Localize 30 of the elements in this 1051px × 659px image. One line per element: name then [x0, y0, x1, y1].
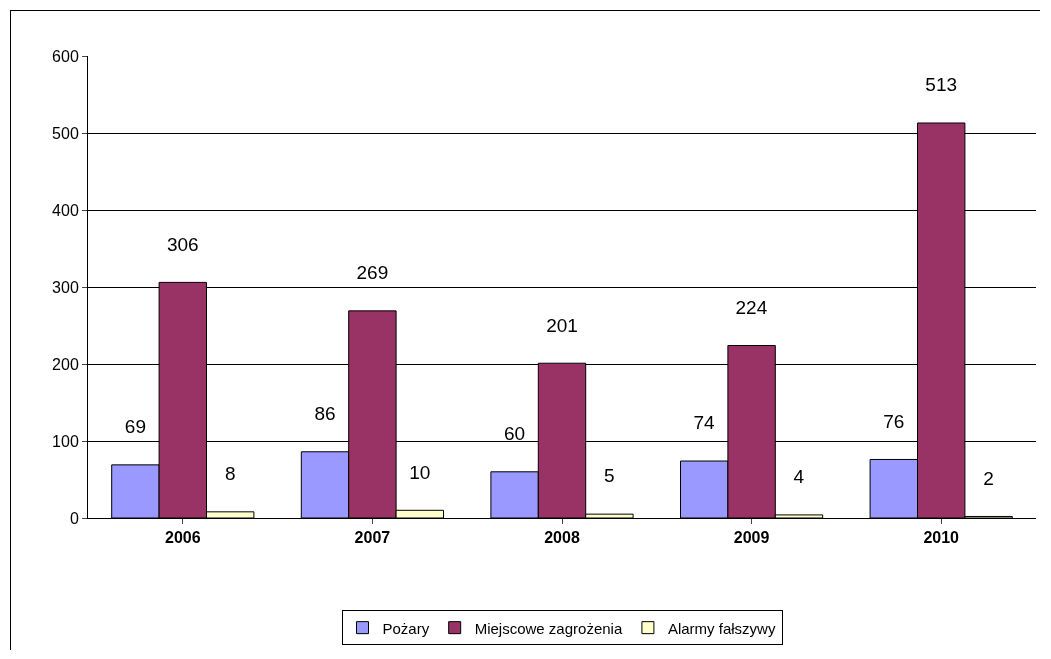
data-label: 86 — [314, 403, 336, 425]
data-label: 10 — [409, 461, 431, 483]
legend-label: Miejscowe zagrożenia — [474, 619, 623, 637]
data-label: 5 — [604, 465, 615, 487]
data-label: 74 — [693, 412, 715, 434]
data-label: 8 — [224, 463, 236, 485]
y-tick-label: 500 — [52, 124, 79, 142]
data-label: 513 — [925, 74, 958, 96]
data-label: 2 — [983, 467, 994, 489]
y-tick-label: 300 — [52, 278, 79, 296]
y-tick-label: 600 — [52, 47, 79, 65]
x-tick-label: 2008 — [544, 529, 580, 547]
data-label: 69 — [124, 416, 146, 438]
y-tick-label: 400 — [52, 201, 79, 219]
data-label: 60 — [504, 423, 526, 445]
data-label: 269 — [356, 262, 389, 284]
x-tick-label: 2006 — [165, 529, 201, 547]
x-tick-label: 2010 — [923, 529, 960, 547]
data-label: 224 — [735, 296, 768, 318]
y-tick-label: 0 — [69, 509, 79, 527]
y-tick-label: 100 — [52, 432, 79, 450]
data-label: 306 — [166, 233, 199, 255]
data-label: 76 — [883, 410, 905, 432]
legend-label: Alarmy fałszywy — [667, 619, 776, 637]
x-tick-label: 2009 — [733, 529, 770, 547]
y-tick-label: 200 — [52, 355, 79, 373]
data-label: 4 — [793, 466, 805, 488]
x-tick-label: 2007 — [354, 529, 391, 547]
legend-label: Pożary — [382, 619, 430, 637]
data-label: 201 — [546, 314, 578, 336]
